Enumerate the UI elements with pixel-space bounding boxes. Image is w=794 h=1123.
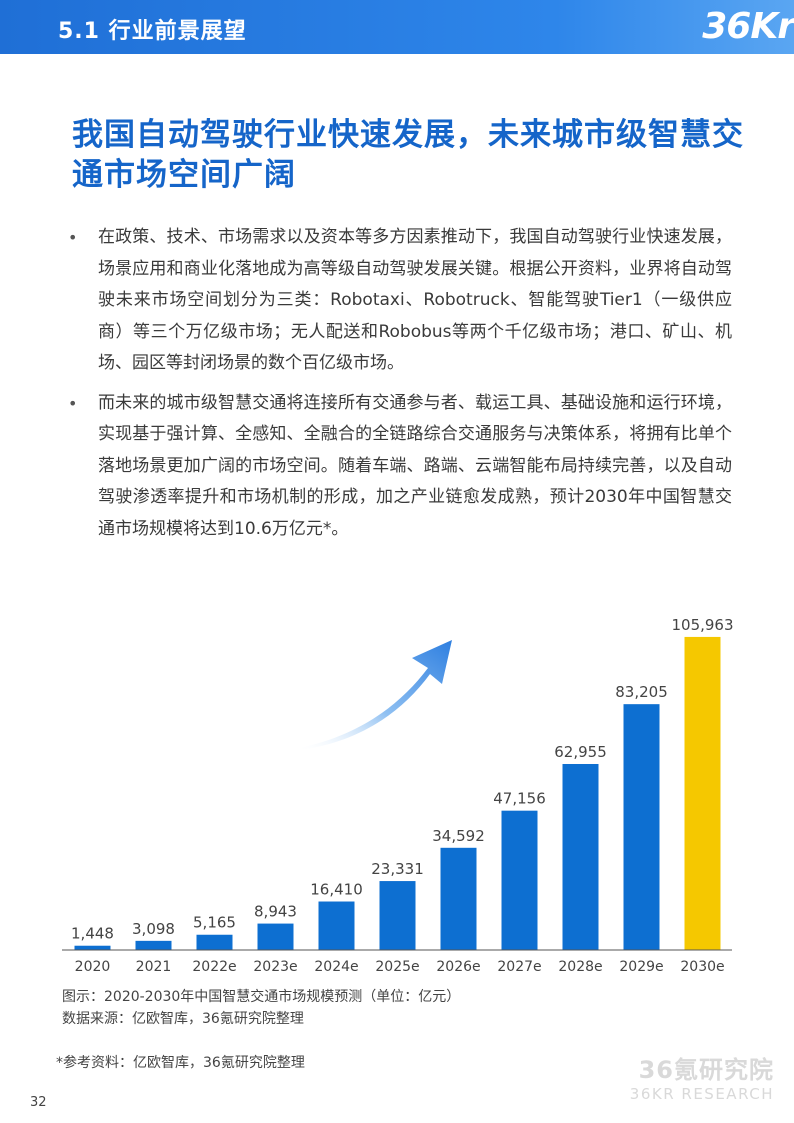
tick-label-2025e: 2025e [375, 959, 419, 975]
bar-2027e [501, 810, 538, 950]
watermark-main: 36氪研究院 [638, 1056, 774, 1084]
bullet-text: 而未来的城市级智慧交通将连接所有交通参与者、载运工具、基础设施和运行环境，实现基… [98, 392, 732, 539]
value-label-2022e: 5,165 [193, 914, 236, 932]
tick-label-2022e: 2022e [192, 959, 236, 975]
figure-title: 图示：2020-2030年中国智慧交通市场规模预测（单位：亿元） [62, 989, 461, 1005]
bullet-marker: • [68, 393, 78, 413]
bullet-marker: • [68, 228, 78, 247]
bar-2028e [562, 763, 599, 950]
bar-2023e [257, 923, 294, 950]
tick-label-2024e: 2024e [314, 959, 358, 975]
trend-up-arrow-icon [300, 640, 452, 750]
value-label-2026e: 34,592 [432, 827, 485, 845]
market-size-bar-chart: 1,448 3,098 5,165 8,943 16,410 23,331 34,592 47… [62, 616, 734, 975]
watermark-sub: 36KR RESEARCH [629, 1085, 774, 1103]
bar-2021 [135, 940, 172, 950]
value-label-2025e: 23,331 [371, 860, 424, 878]
bar-2020 [74, 945, 111, 950]
watermark: 36氪研究院 36KR RESEARCH [630, 1058, 774, 1106]
bullet-item: • 而未来的城市级智慧交通将连接所有交通参与者、载运工具、基础设施和运行环境，实… [62, 388, 732, 546]
tick-label-2028e: 2028e [558, 959, 602, 975]
value-labels-group: 1,448 3,098 5,165 8,943 16,410 23,331 34,592 47… [71, 616, 733, 943]
value-label-2021: 3,098 [132, 920, 175, 938]
brand-logo: 36Kr [702, 6, 794, 47]
tick-label-2027e: 2027e [497, 959, 541, 975]
page-title: 我国自动驾驶行业快速发展，未来城市级智慧交通市场空间广阔 [72, 117, 744, 193]
bar-2030e [684, 636, 721, 950]
bullet-list: • 在政策、技术、市场需求以及资本等多方因素推动下，我国自动驾驶行业快速发展，场… [62, 222, 732, 553]
value-label-2020: 1,448 [71, 925, 114, 943]
bar-2026e [440, 847, 477, 950]
figure-caption: 图示：2020-2030年中国智慧交通市场规模预测（单位：亿元） 数据来源：亿欧… [62, 986, 460, 1030]
value-label-2024e: 16,410 [310, 881, 363, 899]
tick-label-2020: 2020 [75, 959, 111, 975]
tick-label-2023e: 2023e [253, 959, 297, 975]
value-label-2027e: 47,156 [493, 790, 546, 808]
bar-2029e [623, 704, 660, 950]
section-label: 5.1 行业前景展望 [58, 19, 247, 44]
tick-label-2026e: 2026e [436, 959, 480, 975]
value-label-2030e: 105,963 [671, 616, 733, 634]
value-label-2029e: 83,205 [615, 683, 668, 701]
bar-2025e [379, 881, 416, 950]
bars-group [74, 636, 721, 950]
tick-label-2021: 2021 [136, 959, 172, 975]
bullet-item: • 在政策、技术、市场需求以及资本等多方因素推动下，我国自动驾驶行业快速发展，场… [62, 222, 732, 380]
tick-label-2030e: 2030e [680, 959, 724, 975]
tick-labels-group: 2020 2021 2022e 2023e 2024e 2025e 2026e 2027e 20… [75, 959, 725, 975]
bullet-text: 在政策、技术、市场需求以及资本等多方因素推动下，我国自动驾驶行业快速发展，场景应… [98, 227, 732, 373]
bar-2022e [196, 934, 233, 950]
header-bar: 5.1 行业前景展望 36Kr [0, 0, 794, 54]
value-label-2023e: 8,943 [254, 903, 297, 921]
footnote: *参考资料：亿欧智库，36氪研究院整理 [56, 1055, 305, 1071]
value-label-2028e: 62,955 [554, 743, 607, 761]
bar-2024e [318, 901, 355, 950]
figure-source: 数据来源：亿欧智库，36氪研究院整理 [62, 1011, 304, 1027]
page-number: 32 [30, 1095, 47, 1110]
tick-label-2029e: 2029e [619, 959, 663, 975]
